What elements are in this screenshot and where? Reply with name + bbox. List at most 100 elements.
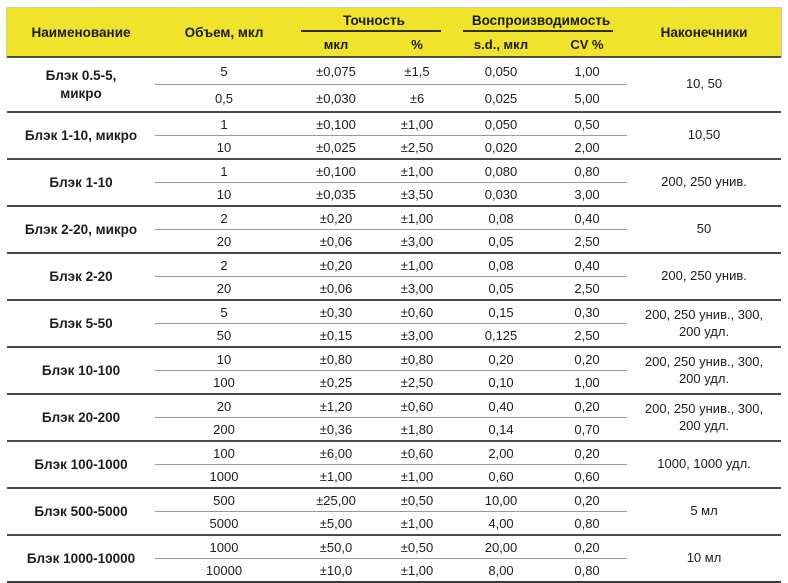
- cell-acc_ul: ±50,0: [293, 534, 379, 559]
- model-name-cell: Блэк 2-20: [7, 252, 155, 300]
- header-cv: CV %: [547, 32, 628, 57]
- cell-volume: 20: [155, 393, 293, 418]
- cell-acc_ul: ±5,00: [319, 515, 353, 531]
- cell-cv: 0,80: [574, 562, 600, 578]
- cell-sd: 0,20: [455, 346, 548, 371]
- model-name-cell: Блэк 10-100: [7, 346, 155, 394]
- cell-acc_ul: ±0,100: [293, 158, 379, 183]
- cell-sd: 0,40: [455, 393, 548, 418]
- header-name: Наименование: [7, 8, 155, 57]
- table-header: Наименование Объем, мкл Точность Воспрои…: [5, 7, 783, 58]
- model-name-cell: Блэк 5-50: [7, 299, 155, 347]
- cell-acc_pct: ±3,00: [400, 233, 434, 249]
- table-row: 50 ±0,15 ±3,00 0,125 2,50: [7, 324, 781, 348]
- cell-volume: 10000: [205, 562, 243, 578]
- cell-sd: 0,125: [484, 327, 518, 343]
- cell-cv: 5,00: [574, 90, 600, 106]
- tips-cell: 10, 50: [627, 56, 782, 112]
- table-row: Блэк 10-100 10 ±0,80 ±0,80 0,20 0,20 200, 250 …: [7, 346, 782, 394]
- cell-sd: 0,08: [455, 252, 548, 277]
- cell-volume: 100: [213, 374, 235, 390]
- table-row: 0,5 ±0,030 ±6 0,025 5,00: [7, 85, 781, 113]
- model-name-cell: Блэк 1-10, микро: [7, 111, 155, 159]
- cell-acc_pct: ±6: [409, 90, 425, 106]
- model-name: Блэк 500-5000: [34, 504, 128, 519]
- cell-acc_pct: ±2,50: [400, 374, 434, 390]
- cell-sd: 8,00: [488, 562, 514, 578]
- table-row: Блэк 0.5-5, микро 5 ±0,075 ±1,5 0,050 1,00 10,…: [7, 56, 782, 112]
- tips-cell: 5 мл: [627, 487, 782, 535]
- model-name: Блэк 1-10: [49, 175, 113, 190]
- table-row: 10 ±0,035 ±3,50 0,030 3,00: [7, 183, 781, 207]
- cell-acc_ul: ±0,100: [293, 111, 379, 136]
- table-row: Блэк 1-10, микро 1 ±0,100 ±1,00 0,050 0,50 10,…: [7, 111, 782, 159]
- cell-sd: 0,030: [484, 186, 518, 202]
- model-name: Блэк 20-200: [41, 410, 121, 425]
- model-name-cell: Блэк 500-5000: [7, 487, 155, 535]
- cell-cv: 0,30: [547, 299, 628, 324]
- cell-acc_ul: ±0,025: [316, 139, 356, 155]
- model-name-cell: Блэк 2-20, микро: [7, 205, 155, 253]
- cell-volume: 2: [155, 205, 293, 230]
- cell-cv: 2,00: [574, 139, 600, 155]
- table-row: Блэк 100-1000 100 ±6,00 ±0,60 2,00 0,20 1000, …: [7, 440, 782, 488]
- cell-volume: 5: [155, 299, 293, 324]
- model-name: Блэк 5-50: [49, 316, 113, 331]
- header-accuracy-pct: %: [379, 32, 456, 57]
- cell-acc_pct: ±1,00: [379, 205, 456, 230]
- model-name-cell: Блэк 0.5-5, микро: [7, 56, 155, 112]
- table-row: Блэк 20-200 20 ±1,20 ±0,60 0,40 0,20 200, 250 …: [7, 393, 782, 441]
- cell-sd: 0,15: [455, 299, 548, 324]
- model-name: Блэк 1-10, микро: [24, 128, 138, 143]
- cell-acc_pct: ±1,00: [400, 515, 434, 531]
- cell-sd: 0,10: [488, 374, 514, 390]
- cell-volume: 1000: [155, 534, 293, 559]
- cell-acc_ul: ±0,15: [319, 327, 353, 343]
- cell-acc_ul: ±25,00: [293, 487, 379, 512]
- table-body: Блэк 0.5-5, микро 5 ±0,075 ±1,5 0,050 1,00 10,…: [7, 56, 782, 582]
- cell-acc_pct: ±1,00: [379, 252, 456, 277]
- tips-cell: 1000, 1000 удл.: [627, 440, 782, 488]
- table-row: Блэк 2-20 2 ±0,20 ±1,00 0,08 0,40 200, 250 уни…: [7, 252, 782, 300]
- cell-acc_pct: ±0,60: [379, 393, 456, 418]
- cell-volume: 5: [155, 56, 293, 85]
- table-row: 1000 ±1,00 ±1,00 0,60 0,60: [7, 465, 781, 489]
- cell-acc_pct: ±2,50: [400, 139, 434, 155]
- model-name-cell: Блэк 100-1000: [7, 440, 155, 488]
- cell-volume: 1: [155, 111, 293, 136]
- cell-acc_pct: ±1,00: [379, 158, 456, 183]
- cell-volume: 5000: [209, 515, 239, 531]
- cell-volume: 10: [216, 186, 232, 202]
- tips-cell: 50: [627, 205, 782, 253]
- tips-cell: 10 мл: [627, 534, 782, 582]
- cell-acc_ul: ±0,06: [319, 233, 353, 249]
- cell-acc_ul: ±0,20: [293, 252, 379, 277]
- model-name: Блэк 2-20, микро: [24, 222, 138, 237]
- cell-volume: 200: [213, 421, 235, 437]
- cell-sd: 0,025: [484, 90, 518, 106]
- cell-sd: 0,05: [488, 233, 514, 249]
- cell-volume: 50: [216, 327, 232, 343]
- cell-sd: 0,05: [488, 280, 514, 296]
- cell-acc_pct: ±1,80: [400, 421, 434, 437]
- cell-cv: 0,40: [547, 252, 628, 277]
- cell-cv: 0,60: [574, 468, 600, 484]
- cell-acc_ul: ±0,20: [293, 205, 379, 230]
- cell-volume: 0,5: [214, 90, 234, 106]
- cell-volume: 1000: [209, 468, 239, 484]
- cell-cv: 3,00: [574, 186, 600, 202]
- header-volume: Объем, мкл: [155, 8, 293, 57]
- cell-sd: 20,00: [455, 534, 548, 559]
- cell-cv: 0,40: [547, 205, 628, 230]
- cell-cv: 2,50: [574, 280, 600, 296]
- cell-sd: 0,050: [455, 111, 548, 136]
- cell-acc_ul: ±0,80: [293, 346, 379, 371]
- cell-acc_pct: ±0,60: [379, 299, 456, 324]
- tips-cell: 10,50: [627, 111, 782, 159]
- table-row: 5000 ±5,00 ±1,00 4,00 0,80: [7, 512, 781, 536]
- model-name: Блэк 2-20: [49, 269, 113, 284]
- cell-sd: 2,00: [455, 440, 548, 465]
- cell-acc_ul: ±0,25: [319, 374, 353, 390]
- table-row: Блэк 5-50 5 ±0,30 ±0,60 0,15 0,30 200, 250 уни…: [7, 299, 782, 347]
- cell-acc_ul: ±1,00: [319, 468, 353, 484]
